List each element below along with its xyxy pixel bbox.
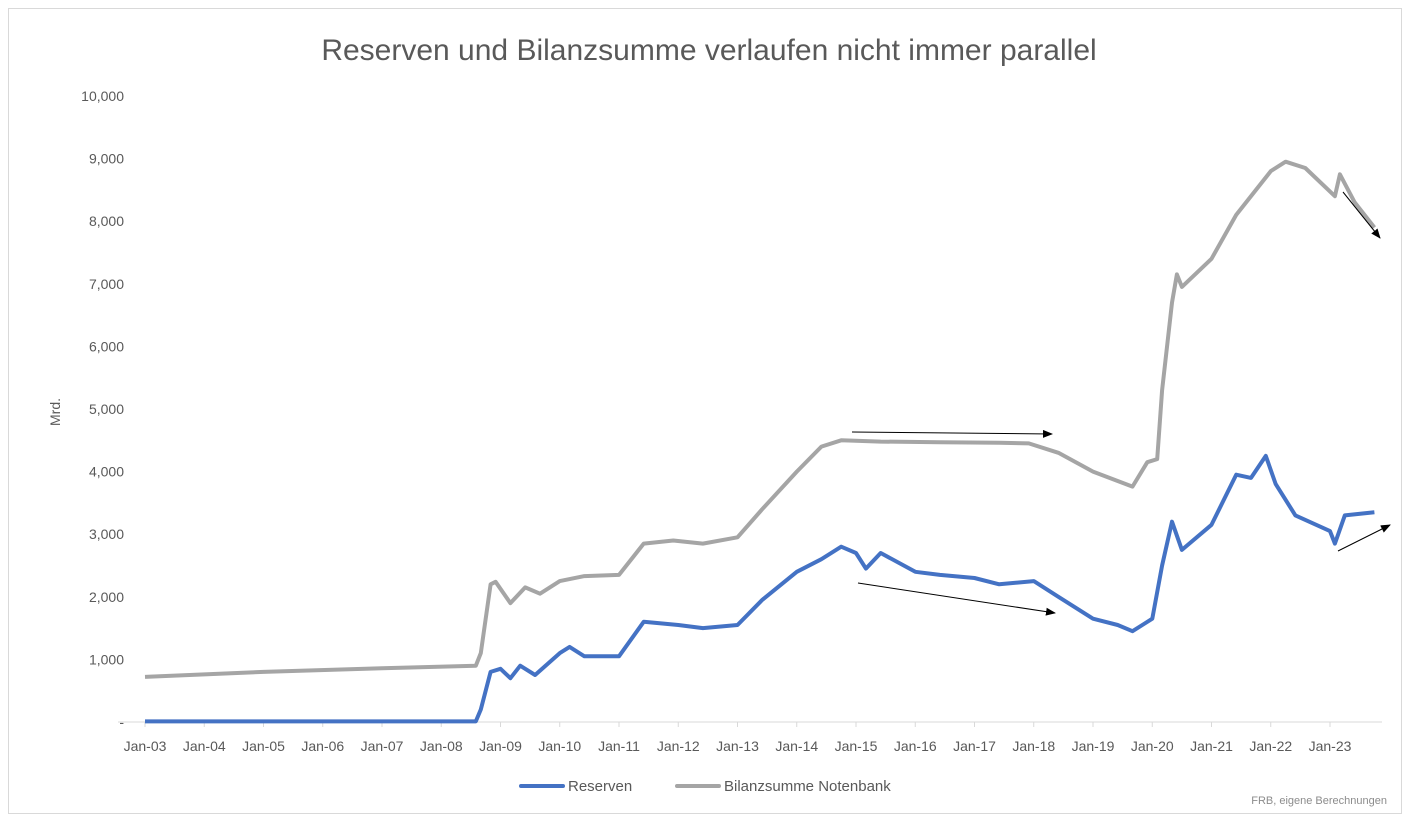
x-tick-label: Jan-11 [598, 738, 640, 754]
x-tick-label: Jan-12 [657, 738, 700, 754]
x-tick-label: Jan-10 [538, 738, 581, 754]
trend-arrow [857, 582, 1056, 616]
x-tick-label: Jan-23 [1309, 738, 1352, 754]
x-tick-label: Jan-13 [716, 738, 759, 754]
y-tick-label: 4,000 [89, 464, 124, 480]
y-tick-label: 10,000 [81, 88, 124, 104]
x-tick-label: Jan-04 [183, 738, 226, 754]
x-tick-label: Jan-06 [301, 738, 344, 754]
y-tick-label: 9,000 [89, 151, 124, 167]
x-tick-label: Jan-15 [835, 738, 878, 754]
y-axis-label: Mrd. [47, 398, 63, 426]
x-tick-label: Jan-19 [1072, 738, 1115, 754]
series-line-1 [144, 159, 1376, 679]
x-tick-label: Jan-21 [1190, 738, 1233, 754]
y-tick-label: 3,000 [89, 526, 124, 542]
chart-title: Reserven und Bilanzsumme verlaufen nicht… [321, 34, 1096, 67]
x-tick-label: Jan-20 [1131, 738, 1174, 754]
legend-label-reserven: Reserven [568, 778, 632, 795]
y-tick-label: 6,000 [89, 338, 124, 354]
x-tick-label: Jan-18 [1012, 738, 1055, 754]
y-tick-label: 5,000 [89, 401, 124, 417]
x-tick-label: Jan-14 [775, 738, 818, 754]
x-tick-label: Jan-16 [894, 738, 937, 754]
y-tick-label: 1,000 [89, 651, 124, 667]
trend-arrow [851, 429, 1053, 438]
x-tick-label: Jan-05 [242, 738, 285, 754]
y-tick-label: 7,000 [89, 276, 124, 292]
trend-arrow [1337, 524, 1391, 552]
y-tick-label: 8,000 [89, 213, 124, 229]
x-tick-label: Jan-07 [361, 738, 404, 754]
trend-arrow [1342, 191, 1381, 239]
x-tick-label: Jan-22 [1249, 738, 1292, 754]
y-tick-label: 2,000 [89, 589, 124, 605]
series-line-0 [145, 453, 1375, 724]
source-note: FRB, eigene Berechnungen [1251, 795, 1387, 807]
x-tick-label: Jan-08 [420, 738, 463, 754]
x-tick-label: Jan-17 [953, 738, 996, 754]
x-tick-label: Jan-09 [479, 738, 522, 754]
x-tick-label: Jan-03 [124, 738, 167, 754]
legend-label-bilanzsumme: Bilanzsumme Notenbank [724, 778, 891, 795]
legend: Reserven Bilanzsumme Notenbank [519, 778, 891, 795]
chart-frame [8, 8, 1402, 814]
